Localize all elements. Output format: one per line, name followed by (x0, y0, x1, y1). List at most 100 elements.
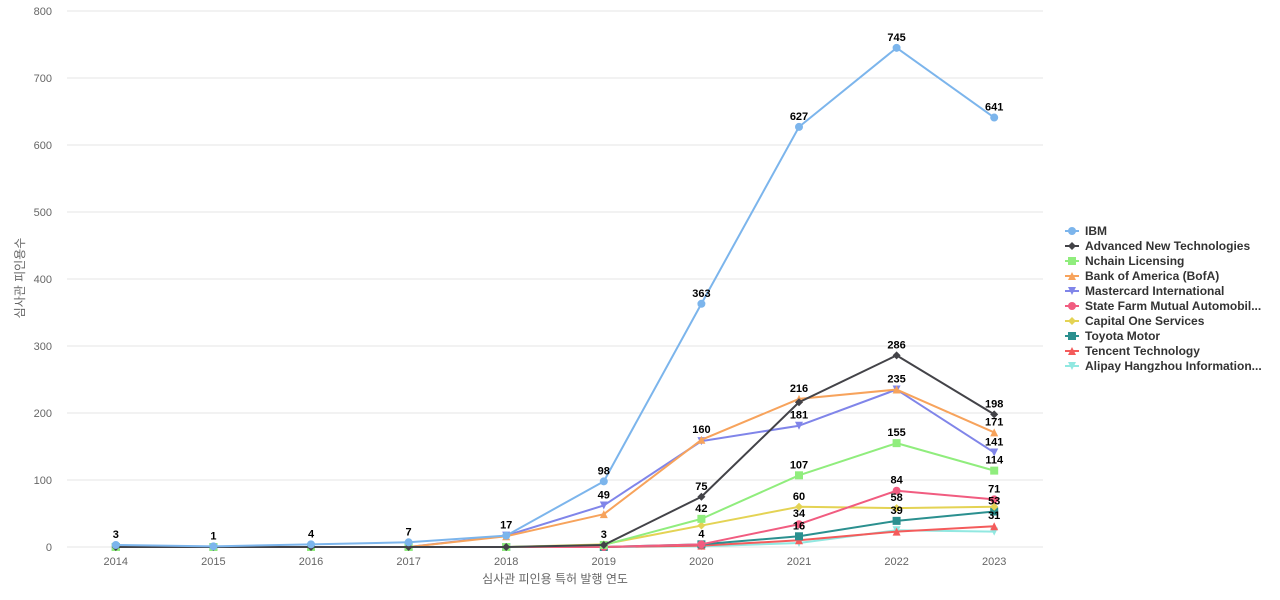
data-point (990, 113, 999, 122)
data-point (795, 536, 803, 545)
x-tick-label: 2022 (884, 556, 908, 568)
legend-item[interactable]: Bank of America (BofA) (1065, 269, 1219, 283)
y-tick-label: 800 (34, 6, 52, 18)
data-point (990, 507, 999, 516)
data-label: 363 (692, 288, 710, 300)
data-point (990, 502, 999, 511)
legend-marker (1068, 272, 1076, 280)
legend-label: Mastercard International (1085, 284, 1224, 298)
x-tick-label: 2021 (787, 556, 811, 568)
legend-label: Tencent Technology (1085, 344, 1200, 358)
data-label: 75 (695, 481, 707, 493)
data-label: 114 (985, 455, 1004, 467)
data-point (795, 520, 803, 529)
x-tick-label: 2020 (689, 556, 713, 568)
x-tick-label: 2014 (104, 556, 128, 568)
data-point (599, 510, 608, 519)
data-label: 58 (890, 492, 902, 504)
legend-label: Alipay Hangzhou Information... (1085, 359, 1262, 373)
data-point (795, 421, 803, 430)
series-5 (111, 486, 999, 551)
y-axis-title: 심사관 피인용수 (13, 238, 27, 319)
legend-marker (1068, 242, 1076, 250)
series-lines (111, 43, 999, 551)
data-point (990, 495, 999, 504)
data-label: 49 (598, 489, 610, 501)
legend-marker (1068, 317, 1076, 325)
y-tick-label: 700 (34, 73, 52, 85)
data-point (599, 477, 608, 486)
data-label: 42 (695, 503, 707, 515)
series-7 (111, 507, 999, 551)
series-line (115, 442, 995, 548)
data-point (697, 435, 706, 444)
data-point (990, 428, 999, 437)
data-label: 216 (790, 383, 808, 395)
y-tick-label: 300 (34, 341, 52, 353)
data-label: 71 (988, 483, 1000, 495)
series-line (115, 510, 995, 548)
x-axis-title: 심사관 피인용 특허 발행 연도 (482, 571, 628, 586)
legend-marker (1068, 332, 1076, 340)
series-line (115, 489, 995, 548)
legend-marker (1068, 227, 1076, 235)
legend-item[interactable]: Advanced New Technologies (1065, 239, 1250, 253)
data-label: 3 (113, 529, 119, 541)
data-point (892, 351, 901, 360)
data-label: 60 (793, 491, 805, 503)
data-label: 235 (887, 374, 905, 386)
data-point (697, 540, 706, 549)
legend-marker (1068, 347, 1076, 355)
legend-label: IBM (1085, 224, 1107, 238)
x-tick-label: 2018 (494, 556, 518, 568)
legend-item[interactable]: State Farm Mutual Automobil... (1065, 299, 1261, 313)
y-tick-label: 500 (34, 207, 52, 219)
data-point (404, 538, 413, 547)
y-tick-label: 200 (34, 408, 52, 420)
data-point (502, 543, 511, 551)
data-label: 31 (988, 510, 1000, 522)
series-line (115, 525, 995, 548)
y-tick-label: 400 (34, 274, 52, 286)
y-tick-label: 0 (46, 542, 52, 554)
legend-item[interactable]: Tencent Technology (1065, 344, 1200, 358)
legend-label: Capital One Services (1085, 314, 1205, 328)
y-axis: 0 100 200 300 400 500 600 700 800 (34, 6, 52, 554)
data-point (795, 122, 803, 131)
legend-item[interactable]: Alipay Hangzhou Information... (1065, 359, 1262, 373)
data-label: 745 (887, 32, 905, 44)
data-label: 171 (985, 416, 1003, 428)
series-1 (111, 351, 999, 551)
legend-item[interactable]: Capital One Services (1065, 314, 1205, 328)
legend-label: Nchain Licensing (1085, 254, 1184, 268)
data-point (892, 504, 901, 513)
data-point (697, 299, 706, 308)
legend-label: State Farm Mutual Automobil... (1085, 299, 1261, 313)
data-label: 1 (210, 530, 216, 542)
legend-item[interactable]: Mastercard International (1065, 284, 1224, 298)
series-line (115, 46, 995, 548)
legend-item[interactable]: Toyota Motor (1065, 329, 1160, 343)
legend-item[interactable]: Nchain Licensing (1065, 254, 1184, 268)
data-point (892, 43, 901, 52)
legend-marker (1068, 257, 1076, 265)
legend-marker (1068, 362, 1076, 370)
data-point (990, 466, 999, 475)
data-point (892, 516, 901, 525)
data-point (599, 501, 608, 510)
data-point (697, 492, 706, 501)
data-point (795, 502, 803, 511)
series-0 (111, 43, 999, 551)
data-label: 17 (500, 520, 512, 532)
legend-marker (1068, 287, 1076, 295)
data-point (502, 531, 511, 540)
data-label: 16 (793, 520, 805, 532)
data-point (209, 542, 218, 551)
data-label: 641 (985, 102, 1003, 114)
data-point (990, 522, 999, 531)
x-tick-label: 2023 (982, 556, 1006, 568)
legend-item[interactable]: IBM (1065, 224, 1107, 238)
